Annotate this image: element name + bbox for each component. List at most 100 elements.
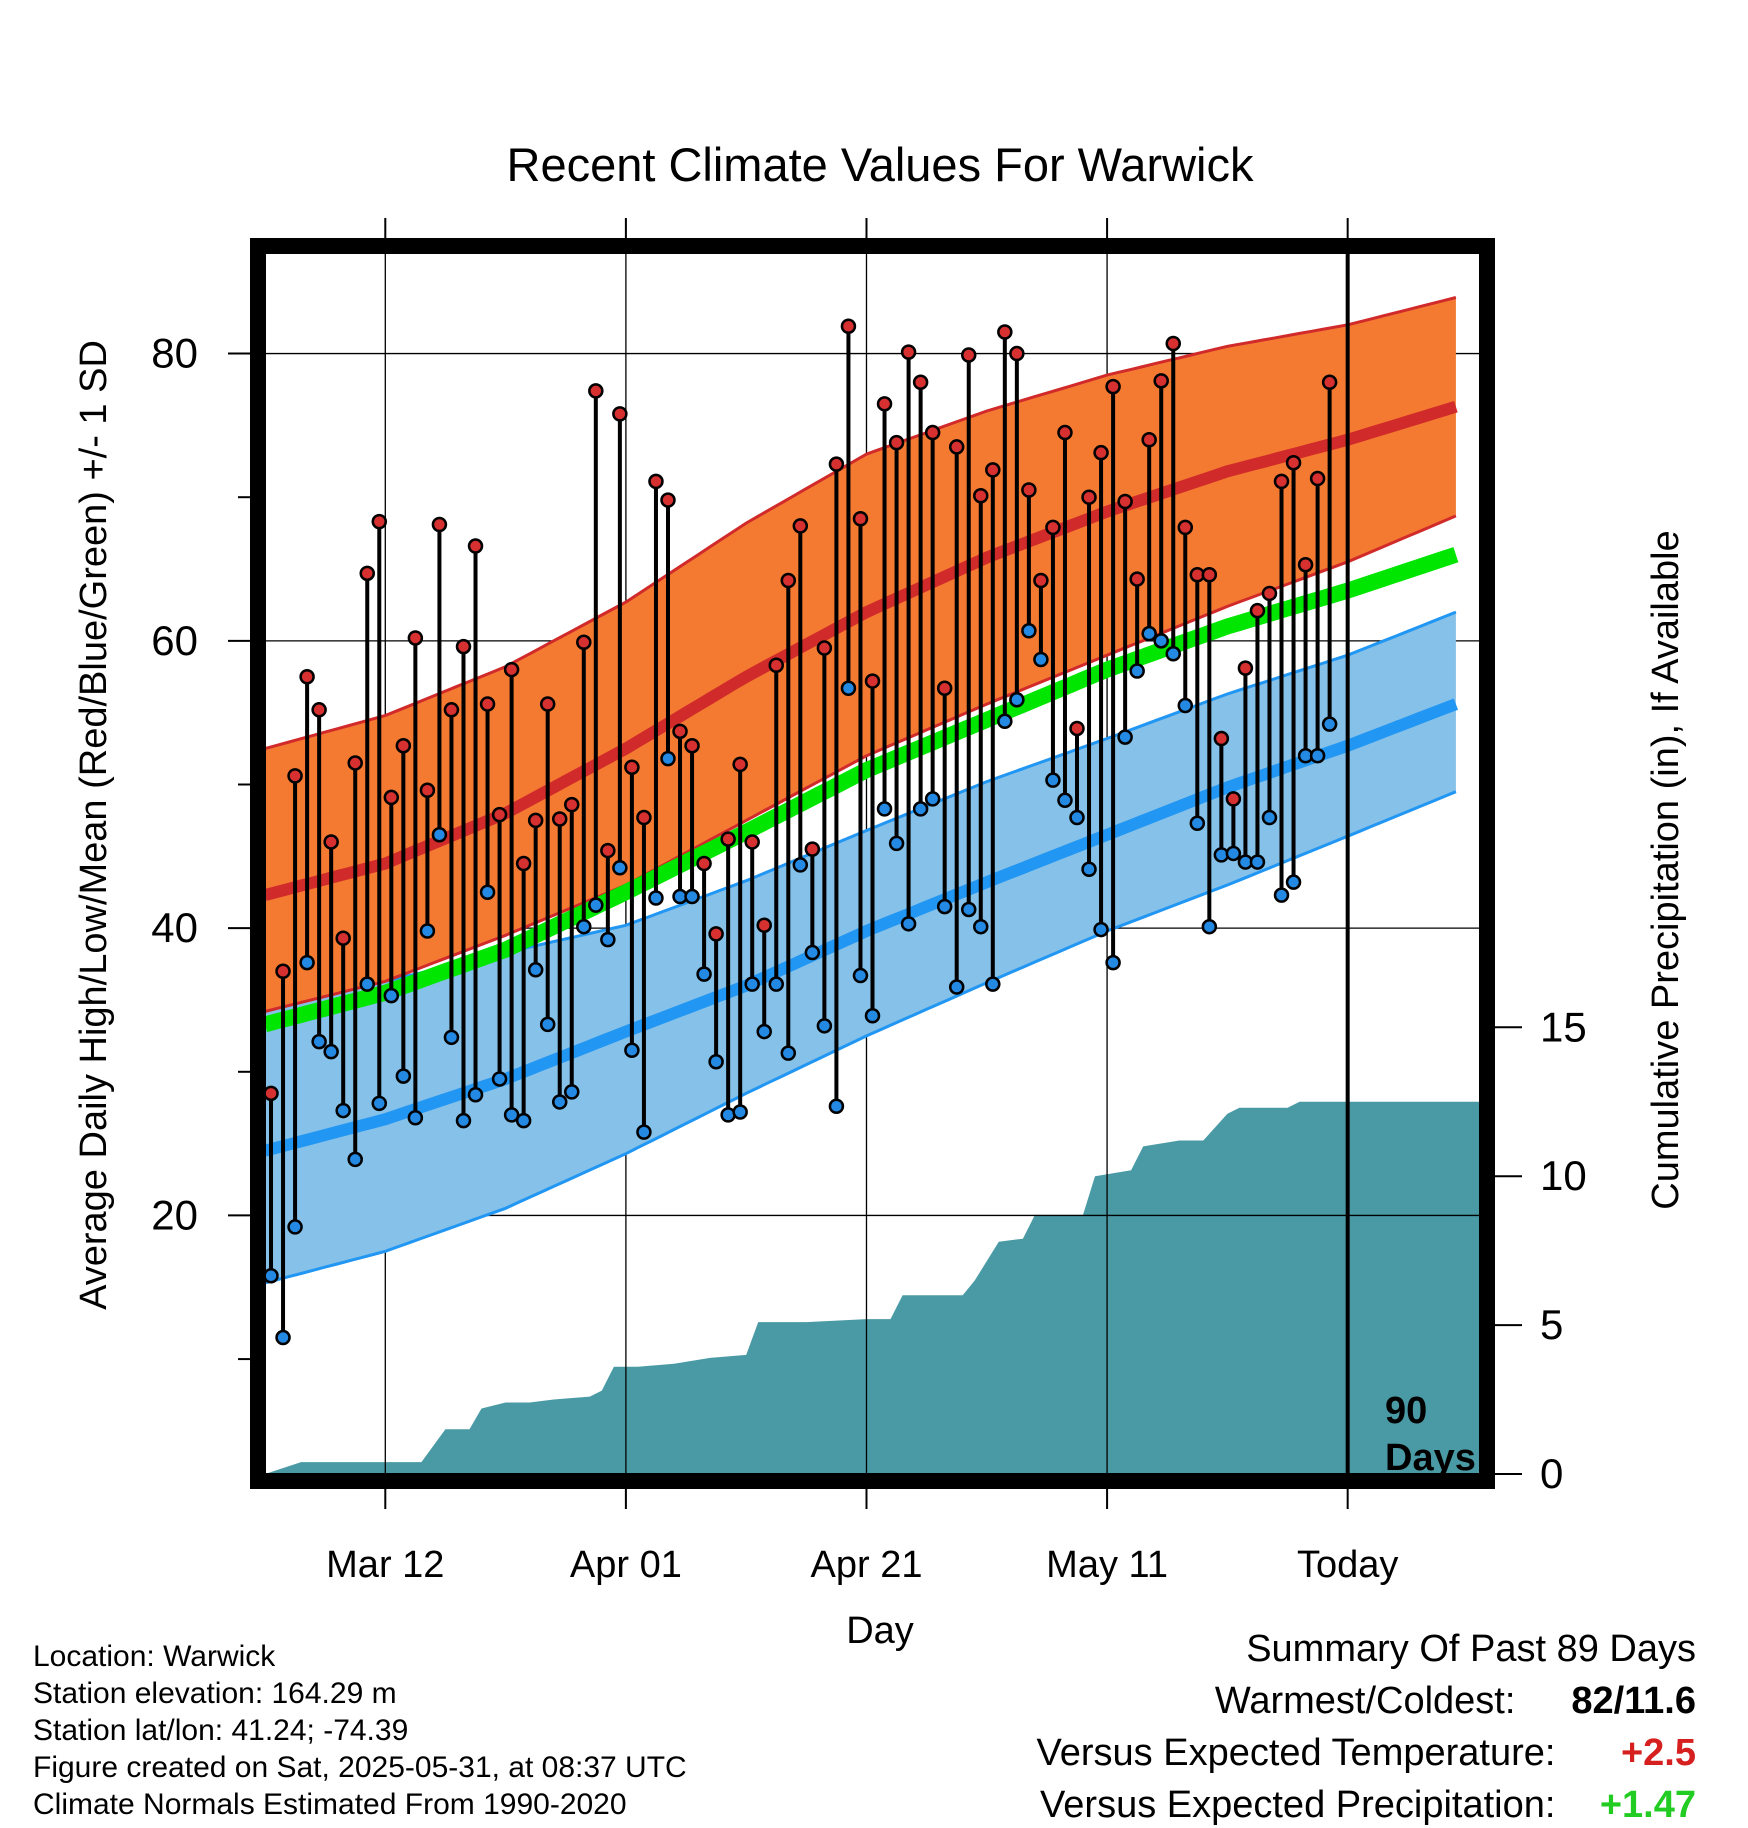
daily-low-point [1225, 845, 1242, 862]
daily-low-point [1201, 918, 1218, 935]
daily-low-point [1129, 663, 1145, 679]
daily-high-point [1261, 585, 1278, 602]
daily-high-point [648, 473, 664, 490]
daily-low-point [936, 898, 953, 915]
daily-high-point [287, 768, 303, 784]
daily-high-point [275, 963, 291, 979]
daily-high-point [756, 917, 772, 934]
axes-layer: Mar 12 Apr 01 Apr 21 May 11 Today 20 40 60 80 0 5 1… [151, 218, 1587, 1586]
daily-high-point [696, 855, 712, 872]
daily-high-point [864, 673, 881, 689]
daily-low-point [539, 1016, 556, 1033]
daily-high-point [1033, 572, 1049, 589]
daily-low-point [1069, 809, 1085, 826]
chart-title: Recent Climate Values For Warwick [507, 138, 1254, 191]
daily-low-point [648, 890, 664, 906]
daily-high-point [1237, 660, 1254, 676]
daily-low-point [960, 901, 977, 918]
y-axis-title: Average Daily High/Low/Mean (Red/Blue/Gr… [73, 340, 115, 1310]
daily-low-point [744, 976, 760, 992]
daily-low-point [864, 1008, 881, 1024]
daily-low-point [985, 976, 1001, 992]
daily-high-point [888, 434, 905, 451]
daily-high-point [936, 680, 953, 697]
daily-high-point [612, 406, 628, 422]
daily-low-point [455, 1112, 472, 1129]
daily-high-point [973, 488, 989, 504]
daily-low-point [816, 1018, 833, 1034]
daily-low-point [299, 954, 315, 971]
daily-low-point [828, 1098, 845, 1115]
daily-low-point [1321, 716, 1338, 732]
daily-low-point [1045, 772, 1061, 788]
daily-high-point [467, 538, 484, 554]
daily-low-point [888, 835, 905, 852]
daily-high-point [323, 834, 339, 850]
daily-low-point [973, 918, 989, 935]
precipitation-layer [265, 1101, 1480, 1474]
daily-high-point [431, 516, 448, 533]
footer-location: Location: Warwick [33, 1640, 276, 1673]
daily-low-point [347, 1151, 363, 1168]
daily-low-point [551, 1094, 568, 1110]
daily-high-point [564, 796, 580, 813]
daily-high-point [551, 811, 568, 827]
daily-high-point [600, 842, 616, 859]
y2-tick-label: 10 [1540, 1152, 1587, 1199]
daily-low-point [612, 860, 628, 876]
daily-high-point [636, 809, 652, 826]
summary-warm-cold-label: Warmest/Coldest: [1214, 1680, 1516, 1722]
precip-area [265, 1101, 1480, 1474]
daily-high-point [816, 640, 833, 656]
daily-high-point [1093, 444, 1109, 461]
summary-warm-cold: Warmest/Coldest: 82/11.6 [1215, 1680, 1696, 1723]
daily-high-point [768, 657, 785, 674]
today-marker-label: Days [1385, 1437, 1476, 1479]
daily-high-point [948, 439, 965, 455]
daily-high-point [1273, 473, 1290, 490]
daily-low-point [576, 918, 592, 935]
daily-high-point [672, 723, 688, 740]
summary-warm-cold-value: 82/11.6 [1571, 1680, 1696, 1722]
daily-high-point [1117, 493, 1133, 510]
daily-high-point [708, 926, 724, 942]
daily-low-point [564, 1084, 580, 1100]
x-tick-label: Mar 12 [326, 1544, 444, 1586]
daily-high-point [1201, 567, 1218, 583]
daily-high-point [684, 737, 700, 754]
daily-low-point [624, 1042, 640, 1058]
daily-high-point [1141, 431, 1157, 448]
daily-low-point [900, 916, 917, 932]
daily-low-point [600, 931, 616, 948]
daily-high-point [744, 834, 760, 850]
daily-low-point [684, 888, 700, 905]
y2-tick-label: 15 [1540, 1003, 1587, 1050]
daily-high-point [840, 318, 857, 335]
daily-low-point [1081, 861, 1097, 877]
daily-high-point [1285, 454, 1302, 471]
daily-high-point [443, 702, 460, 718]
daily-high-point [924, 424, 941, 441]
daily-low-point [1261, 809, 1278, 826]
daily-high-point [359, 565, 376, 582]
daily-low-point [708, 1053, 724, 1070]
daily-low-point [768, 976, 785, 992]
daily-low-point [287, 1219, 303, 1235]
summary-precip-label: Versus Expected Precipitation: [1040, 1784, 1556, 1826]
summary-temp: Versus Expected Temperature: +2.5 [1037, 1732, 1696, 1775]
daily-low-point [335, 1102, 351, 1119]
daily-high-point [1165, 335, 1181, 352]
daily-low-point [948, 979, 965, 995]
daily-high-point [852, 510, 869, 527]
daily-low-point [924, 791, 941, 807]
daily-low-point [912, 801, 929, 817]
summary-temp-value: +2.5 [1620, 1732, 1696, 1774]
daily-high-point [383, 789, 400, 806]
daily-high-point [503, 661, 520, 678]
daily-high-point [1045, 519, 1061, 536]
low-band-lower-edge [264, 790, 1457, 1285]
daily-low-point [852, 967, 869, 984]
daily-high-point [900, 344, 917, 360]
daily-high-point [780, 572, 797, 589]
daily-low-point [479, 884, 496, 900]
